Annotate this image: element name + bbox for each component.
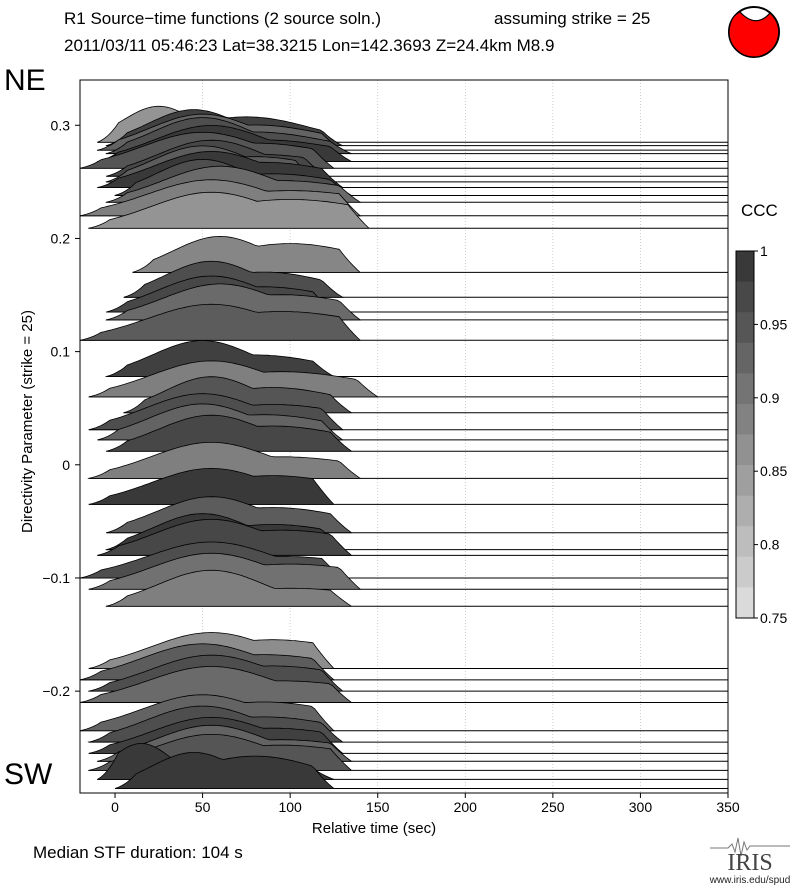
colorbar-swatch (736, 251, 754, 283)
x-tick-label: 150 (366, 799, 390, 815)
ne-label: NE (4, 64, 46, 97)
colorbar-swatch (736, 312, 754, 344)
x-axis-label: Relative time (sec) (312, 820, 436, 837)
stf-trace (132, 235, 361, 273)
colorbar: 1 0.95 0.9 0.85 0.8 0.75 (735, 243, 787, 626)
stf-trace (87, 191, 370, 229)
x-tick-label: 300 (629, 799, 653, 815)
colorbar-tick-label: 1 (760, 243, 768, 259)
y-tick-label: −0.2 (42, 683, 70, 699)
y-tick-label: 0.3 (51, 117, 71, 133)
x-tick-label: 350 (716, 799, 740, 815)
iris-url: www.iris.edu/spud (709, 875, 791, 886)
colorbar-tick-label: 0.8 (760, 537, 780, 553)
x-tick-label: 0 (111, 799, 119, 815)
stf-trace (87, 442, 362, 479)
y-tick-label: −0.1 (42, 570, 70, 586)
colorbar-tick-label: 0.85 (760, 463, 787, 479)
colorbar-swatch (736, 434, 754, 466)
x-tick-label: 50 (195, 799, 211, 815)
median-stf-duration: Median STF duration: 104 s (33, 843, 243, 862)
stf-trace (114, 752, 336, 789)
beachball-compressional-quadrant (728, 11, 780, 58)
stf-trace (96, 519, 353, 556)
stf-trace (105, 569, 352, 607)
y-tick-label: 0 (62, 457, 70, 473)
plot-frame (79, 79, 729, 794)
event-info: 2011/03/11 05:46:23 Lat=38.3215 Lon=142.… (64, 36, 555, 55)
stf-trace (79, 666, 353, 704)
y-tick-label: 0.2 (51, 230, 71, 246)
colorbar-swatch (736, 465, 754, 497)
colorbar-swatch (736, 403, 754, 435)
colorbar-swatch (736, 587, 754, 619)
strike-label: assuming strike = 25 (494, 9, 651, 28)
chart-title: R1 Source−time functions (2 source soln.… (64, 9, 382, 28)
colorbar-frame (735, 250, 755, 619)
sw-label: SW (4, 758, 53, 791)
x-tick-label: 200 (454, 799, 478, 815)
axes-layer: 0 50 100 150 200 250 300 350 0.3 0.2 0.1 0 −0.1 −0.2 (42, 117, 740, 815)
colorbar-swatch (736, 526, 754, 558)
iris-logo[interactable]: IRIS www.iris.edu/spud (708, 834, 792, 891)
iris-text: IRIS (727, 850, 772, 876)
stf-trace (104, 340, 335, 377)
colorbar-swatch (736, 495, 754, 527)
y-tick-label: 0.1 (51, 344, 71, 360)
colorbar-title: CCC (741, 201, 778, 220)
colorbar-tick-label: 0.95 (760, 316, 787, 332)
colorbar-tick-label: 0.9 (760, 390, 780, 406)
colorbar-swatch (736, 342, 754, 374)
seismogram-line-icon (710, 837, 790, 857)
y-axis-label: Directivity Parameter (strike = 25) (19, 310, 36, 533)
traces-layer (79, 105, 728, 789)
colorbar-tick-label: 0.75 (760, 610, 787, 626)
stf-trace (79, 303, 361, 341)
stf-trace (88, 360, 380, 398)
stf-trace (88, 467, 335, 505)
colorbar-swatch (736, 281, 754, 313)
colorbar-swatch (736, 373, 754, 405)
x-tick-label: 250 (541, 799, 565, 815)
colorbar-swatch (736, 556, 754, 588)
beachball-icon (728, 6, 780, 58)
stf-trace (106, 414, 353, 452)
iris-logo-icon: IRIS www.iris.edu/spud (709, 837, 791, 886)
x-tick-label: 100 (278, 799, 302, 815)
